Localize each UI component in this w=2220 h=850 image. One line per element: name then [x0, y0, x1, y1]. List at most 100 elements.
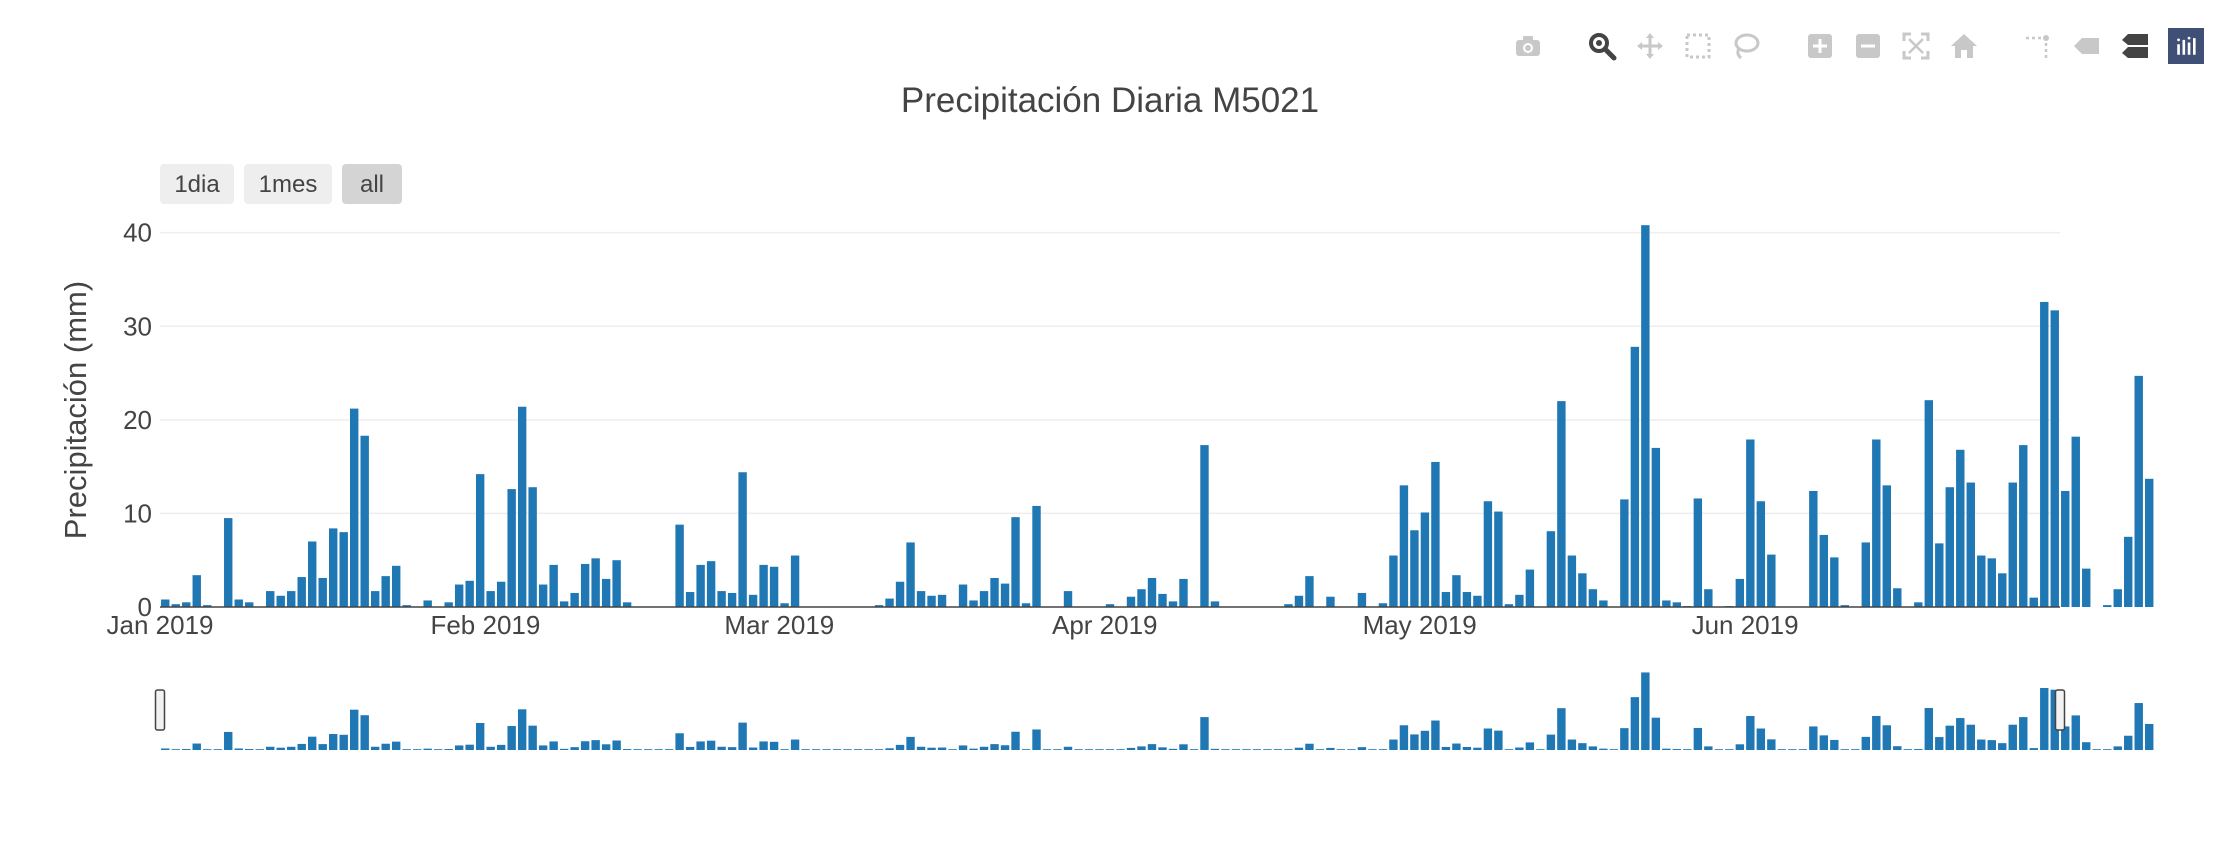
bar	[2113, 589, 2122, 607]
bar	[402, 605, 411, 607]
range-slider-bar	[2071, 715, 2080, 750]
range-slider-bar	[675, 733, 684, 750]
bar	[1578, 573, 1587, 607]
range-slider-bar	[1347, 749, 1356, 750]
range-slider-bar	[1494, 730, 1503, 750]
zoom-button[interactable]	[1578, 22, 1626, 70]
range-slider-bar	[1063, 746, 1073, 750]
range-button-1mes[interactable]: 1mes	[244, 164, 332, 204]
bar	[969, 600, 978, 607]
range-slider-bar	[895, 744, 905, 750]
range-slider-bar	[1599, 748, 1608, 750]
bar	[1441, 592, 1451, 607]
range-slider-bar	[2008, 724, 2017, 750]
range-button-bg	[342, 164, 402, 204]
range-slider-left-handle[interactable]	[154, 689, 166, 731]
range-slider-bar	[182, 749, 191, 750]
bar	[601, 578, 611, 607]
range-slider-bar	[1420, 730, 1430, 750]
range-slider-bar	[1588, 746, 1598, 750]
range-slider-bar	[2145, 723, 2154, 750]
bar	[1179, 578, 1188, 607]
range-slider-bar	[570, 747, 579, 750]
bar	[885, 598, 894, 607]
range-button-label: all	[360, 171, 384, 198]
range-slider-bar	[1473, 747, 1482, 750]
range-slider-bar	[1137, 746, 1146, 750]
spike-lines-button[interactable]	[2014, 22, 2062, 70]
bar	[1032, 505, 1041, 607]
plotly-logo-button[interactable]	[2168, 28, 2204, 64]
bar	[1620, 499, 1629, 607]
range-slider-bar	[1651, 717, 1661, 750]
bar	[958, 584, 968, 607]
bar	[1305, 576, 1314, 607]
range-slider-bar	[2040, 688, 2049, 750]
range-slider-bar	[1263, 749, 1272, 750]
autoscale-button[interactable]	[1892, 22, 1940, 70]
bar	[496, 581, 506, 607]
range-slider-bar	[224, 731, 233, 750]
range-slider-bar	[591, 740, 600, 750]
range-slider[interactable]	[154, 672, 2154, 750]
bar	[1357, 592, 1367, 607]
bar	[2082, 568, 2091, 607]
autoscale-icon	[1902, 32, 1930, 60]
bar	[759, 564, 768, 607]
bar	[318, 577, 327, 607]
bar	[1987, 558, 1996, 607]
y-tick-label: 20	[123, 405, 152, 435]
bar	[1326, 596, 1335, 607]
reset-axes-button[interactable]	[1940, 22, 1988, 70]
range-slider-bar	[916, 746, 926, 750]
range-slider-bar	[1315, 749, 1325, 750]
range-slider-bar	[1273, 749, 1283, 750]
bar	[339, 532, 348, 607]
range-slider-bar	[549, 741, 558, 750]
bar	[287, 591, 296, 607]
range-slider-bar	[1284, 749, 1293, 750]
bar	[1567, 555, 1577, 607]
bar	[423, 600, 432, 607]
range-slider-bar	[1567, 739, 1577, 750]
range-slider-bar	[381, 743, 390, 750]
camera-button[interactable]	[1504, 22, 1552, 70]
bar	[486, 591, 495, 607]
range-slider-bar	[1179, 744, 1188, 750]
bar	[192, 575, 201, 607]
range-slider-bar	[2082, 742, 2091, 750]
bar	[1977, 555, 1986, 607]
bar	[1420, 512, 1430, 607]
hover-closest-button[interactable]	[2062, 22, 2110, 70]
range-slider-bar	[906, 736, 915, 750]
box-select-button[interactable]	[1674, 22, 1722, 70]
pan-button[interactable]	[1626, 22, 1674, 70]
bar	[979, 591, 989, 607]
hover-compare-button[interactable]	[2110, 22, 2158, 70]
camera-icon	[1516, 36, 1540, 56]
bar	[329, 528, 338, 607]
range-button-1dia[interactable]: 1dia	[160, 164, 234, 204]
zoom-in-button[interactable]	[1796, 22, 1844, 70]
range-slider-bar	[1945, 725, 1954, 750]
range-slider-bar	[1147, 744, 1157, 750]
bar	[350, 408, 359, 607]
chart-title: Precipitación Diaria M5021	[901, 81, 1319, 120]
range-slider-bar	[1126, 747, 1136, 750]
range-slider-bar	[245, 749, 254, 750]
range-slider-bar	[1819, 735, 1829, 750]
bar	[538, 584, 548, 607]
bar	[727, 592, 737, 607]
bar	[1284, 604, 1293, 607]
lasso-select-button[interactable]	[1722, 22, 1770, 70]
range-button-all[interactable]: all	[342, 164, 402, 204]
y-tick-label: 10	[123, 498, 152, 528]
range-slider-bar	[1788, 749, 1797, 750]
bar	[1662, 600, 1671, 607]
range-slider-bar	[1399, 725, 1409, 750]
range-slider-right-handle[interactable]	[2054, 689, 2066, 731]
range-slider-background	[160, 673, 2060, 750]
range-slider-bar	[780, 749, 789, 750]
bar	[685, 592, 695, 607]
zoom-out-button[interactable]	[1844, 22, 1892, 70]
